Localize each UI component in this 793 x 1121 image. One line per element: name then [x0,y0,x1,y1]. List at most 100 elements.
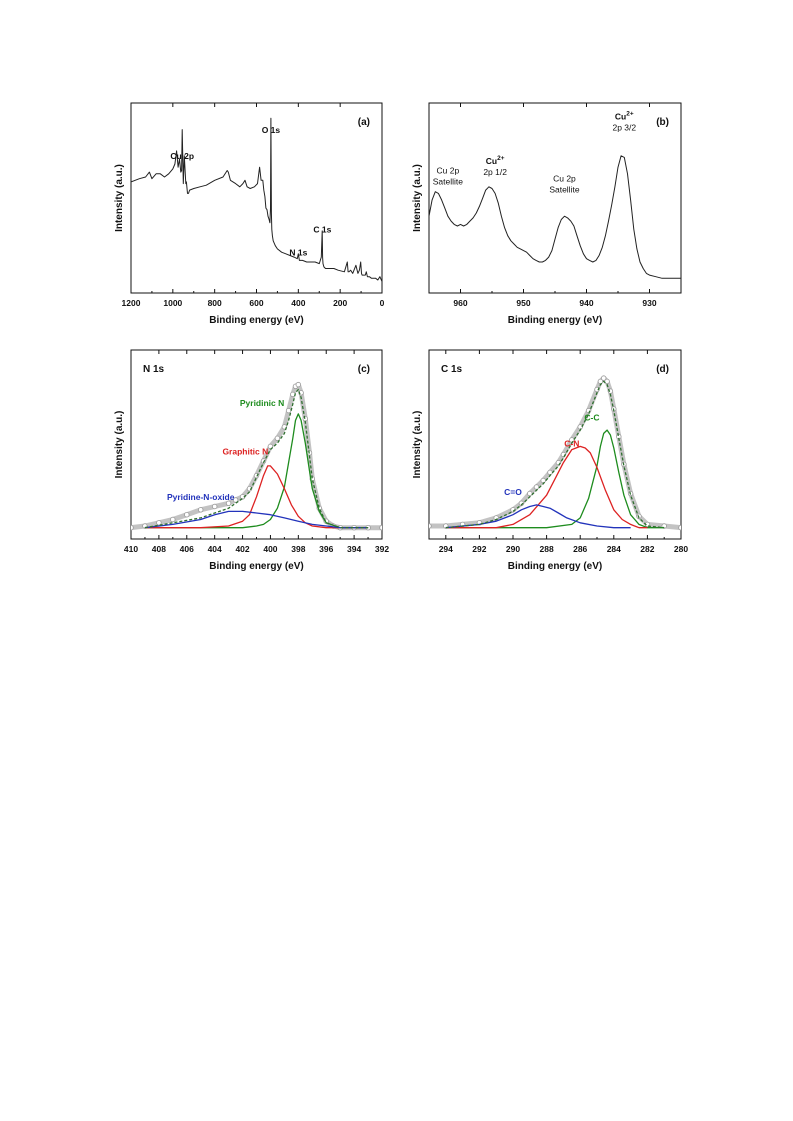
annotation-label: C-C [584,412,599,422]
x-axis-title: Binding energy (eV) [209,315,303,326]
x-tick-label: 940 [579,298,593,308]
x-tick-label: 288 [540,544,554,554]
x-tick-label: 392 [375,544,389,554]
x-axis-title: Binding energy (eV) [508,315,602,326]
x-tick-label: 404 [208,544,222,554]
chart-panel-a: 1200 1000 800 600 400 200 0 Binding energy (eV)… [114,102,385,326]
raw-data-point [295,381,301,388]
annotation-sublabel: 2p 3/2 [612,123,636,133]
plot-frame [130,349,383,540]
raw-data-point [379,525,382,531]
annotation-label: Cu2+ [615,111,634,122]
plot-frame [428,102,682,294]
raw-data-point [197,507,204,513]
x-axis-title: Binding energy (eV) [508,561,602,572]
plot-frame [428,349,682,540]
panel-label: (a) [358,117,370,128]
raw-data-point [302,416,308,422]
annotation-sublabel: Satellite [549,185,580,195]
raw-data-point [601,375,607,381]
annotation-label: Graphitic N [222,447,268,457]
annotation-label: Pyridinic N [240,398,284,408]
annotation-label: Pyridine-N-oxide [167,492,235,502]
raw-data-point [604,378,610,385]
graphitic-n-series [144,465,369,529]
annotation-label: Cu 2p [170,151,194,161]
raw-series [429,375,681,531]
x-tick-label: 406 [180,544,194,554]
x-tick-label: 402 [235,544,249,554]
x-tick-label: 1000 [163,298,182,308]
raw-data-point [232,497,239,503]
raw-data-point [184,512,190,518]
y-axis-title: Intensity (a.u.) [412,164,423,232]
x-tick-label: 1200 [122,298,141,308]
pyridine-n-oxide-series [144,510,369,529]
y-axis-title: Intensity (a.u.) [114,164,125,232]
fit-series [144,388,369,529]
c-n-series [445,445,648,529]
panel-label: (c) [358,364,370,375]
raw-data-point [211,503,218,510]
x-tick-label: 0 [380,298,385,308]
x-tick-label: 960 [453,298,467,308]
x-tick-label: 396 [319,544,333,554]
panel-label: (b) [656,117,669,128]
x-tick-label: 930 [642,298,656,308]
c-c-series [445,429,665,529]
chart-panel-b: 960 950 940 930 Binding energy (eV) Intensity… [412,102,682,326]
x-tick-label: 294 [439,544,453,554]
x-axis-title: Binding energy (eV) [209,561,303,572]
x-tick-label: 950 [516,298,530,308]
x-tick-label: 410 [124,544,138,554]
raw-data-point [285,407,292,414]
raw-data-point [527,490,533,497]
x-tick-label: 408 [152,544,166,554]
plot-frame [130,102,383,294]
chart-panel-c: 410 408 406 404 402 400 398 396 394 392 Binding en… [114,349,389,572]
raw-data-point [170,516,176,523]
annotation-label: C=O [504,487,522,497]
annotation-label: Cu 2p [553,174,576,184]
chart-panel-d: 294 292 290 288 286 284 282 280 Binding energy (… [412,349,688,572]
raw-data-point [267,443,274,450]
raw-data-point [225,500,232,506]
c-o-series [445,504,631,529]
y-axis-title: Intensity (a.u.) [412,411,423,479]
panel-title: N 1s [143,364,165,375]
spectrum-series [131,117,382,282]
x-tick-label: 286 [573,544,587,554]
x-tick-label: 394 [347,544,361,554]
raw-data-point [274,435,281,441]
x-tick-label: 200 [333,298,347,308]
y-axis-title: Intensity (a.u.) [114,411,125,479]
x-tick-label: 800 [208,298,222,308]
raw-data-point [678,525,681,531]
x-tick-label: 284 [607,544,621,554]
raw-data-point [429,523,432,529]
annotation-sublabel: Satellite [433,177,464,187]
annotation-label: Cu2+ [486,155,505,166]
raw-data-point [547,469,553,476]
annotation-label: N 1s [289,247,307,257]
raw-data-point [577,424,583,430]
x-tick-label: 290 [506,544,520,554]
annotation-label: O 1s [262,125,281,135]
annotation-label: C-N [564,438,579,448]
raw-data-point [131,525,134,531]
x-tick-label: 398 [291,544,305,554]
x-tick-label: 282 [640,544,654,554]
annotation-sublabel: 2p 1/2 [483,167,507,177]
fit-series [445,380,665,529]
x-tick-label: 400 [291,298,305,308]
raw-data-point [260,458,267,464]
x-tick-label: 400 [263,544,277,554]
x-tick-label: 600 [249,298,263,308]
annotation-label: C 1s [313,225,331,235]
panel-label: (d) [656,364,669,375]
spectrum-series [429,155,681,279]
x-tick-label: 292 [472,544,486,554]
raw-data-point [540,477,546,484]
annotation-label: Cu 2p [437,166,460,176]
